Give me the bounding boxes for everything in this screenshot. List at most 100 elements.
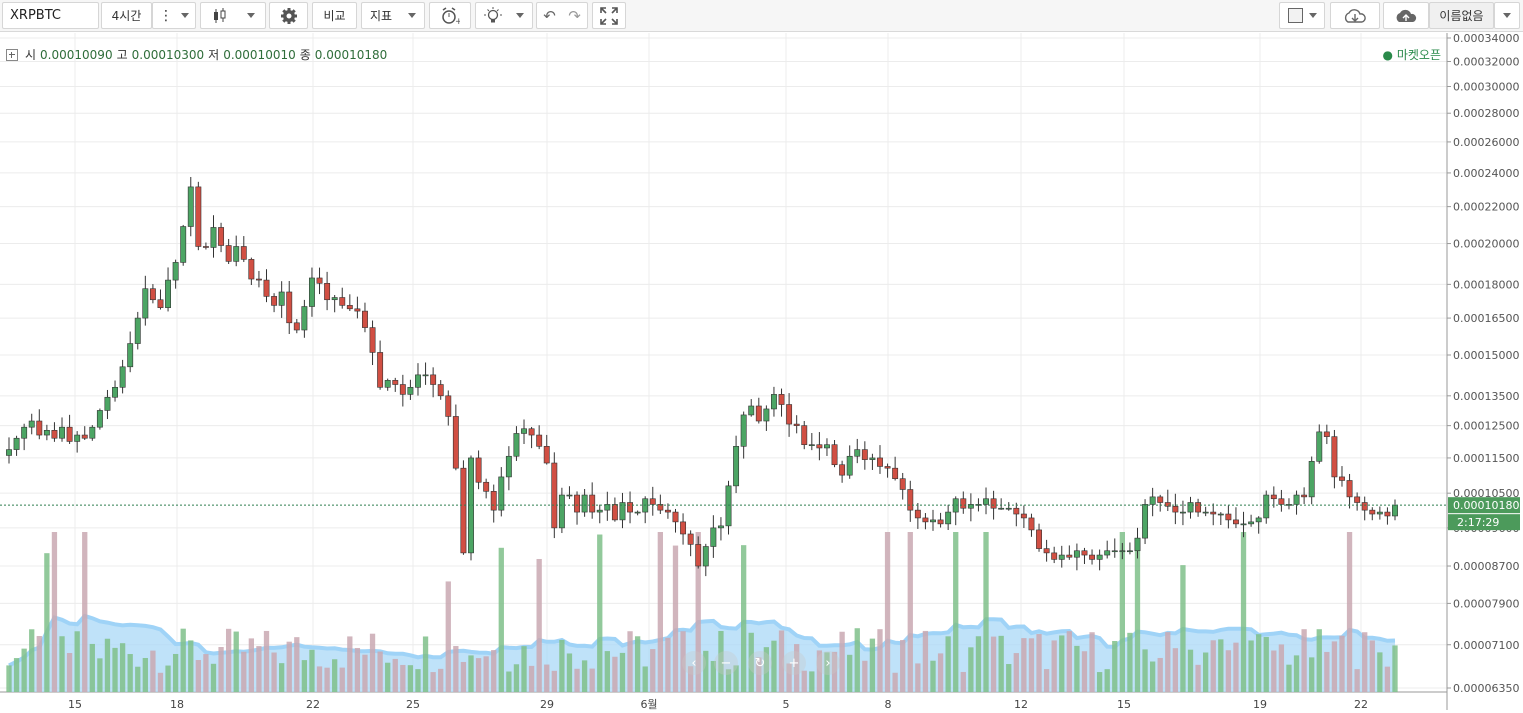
reset-icon[interactable]: ↻ [748, 651, 772, 675]
volume-bar [460, 661, 467, 692]
volume-bar [1134, 542, 1141, 692]
price-chart[interactable]: 0.00034000 0.00032000 0.00030000 0.00028000… [0, 32, 1523, 711]
volume-bar [6, 665, 12, 692]
volume-bar [354, 647, 361, 692]
candle-body [596, 509, 603, 513]
y-tick-label: 0.00008700 [1453, 560, 1519, 573]
toolbar: XRPBTC 4시간 ⋮ 비교 지표 + ↶ ↷ 이름없음 [0, 0, 1523, 32]
candle-body [1248, 521, 1255, 525]
candle-body [824, 444, 830, 449]
volume-bar [756, 657, 762, 692]
chart-type-button[interactable] [200, 2, 266, 29]
volume-layer [6, 532, 1398, 692]
save-button[interactable] [1383, 2, 1429, 29]
load-button[interactable] [1330, 2, 1380, 29]
candle-body [680, 521, 687, 535]
candle-body [172, 262, 179, 281]
current-price-label: 0.00010180 [1453, 499, 1519, 512]
y-tick-label: 0.00026000 [1453, 136, 1519, 149]
chart-name-button[interactable]: 이름없음 [1429, 2, 1494, 29]
candle-body [271, 296, 278, 306]
volume-bar [544, 664, 550, 692]
svg-text:+: + [455, 17, 460, 25]
candle-body [846, 455, 853, 476]
volume-bar [536, 558, 542, 692]
ideas-button[interactable] [475, 2, 533, 29]
candle-body [233, 246, 240, 262]
volume-bar [930, 660, 936, 692]
candle-body [339, 297, 346, 306]
fullscreen-icon [600, 6, 618, 25]
volume-bar [786, 663, 792, 692]
volume-bar [574, 668, 580, 692]
candle-body [672, 511, 679, 523]
volume-bar [1142, 649, 1148, 692]
zoom-in-icon[interactable]: + [782, 651, 806, 675]
indicators-label: 지표 [369, 9, 393, 23]
candle-body [165, 279, 172, 308]
candle-body [1179, 511, 1186, 514]
interval-dropdown[interactable]: ⋮ [152, 2, 196, 29]
candle-body [195, 186, 202, 247]
candle-body [346, 305, 353, 310]
undo-icon[interactable]: ↶ [543, 6, 556, 25]
volume-bar [1384, 666, 1391, 692]
volume-bar [309, 649, 315, 692]
scroll-right-icon[interactable]: › [816, 651, 840, 675]
candle-body [1005, 507, 1012, 510]
y-tick-label: 0.00016500 [1453, 312, 1519, 325]
volume-bar [385, 662, 391, 692]
volume-bar [1127, 632, 1133, 692]
volume-bar [21, 648, 27, 692]
candle-body [740, 414, 747, 447]
volume-bar [1066, 631, 1072, 692]
candle-body [763, 408, 770, 422]
volume-bar [135, 666, 141, 692]
volume-bar [377, 651, 383, 692]
layout-button[interactable] [1279, 2, 1325, 29]
candle-body [914, 509, 921, 519]
fullscreen-button[interactable] [592, 2, 626, 29]
volume-bar [528, 665, 535, 692]
expand-plus-icon[interactable] [6, 48, 18, 61]
candle-body [6, 449, 12, 456]
candle-body [536, 434, 543, 447]
volume-bar [900, 640, 906, 692]
candle-body [695, 544, 702, 567]
volume-bar [218, 646, 224, 692]
candle-body [369, 327, 376, 353]
candle-body [81, 434, 88, 439]
candle-body [1028, 517, 1035, 531]
candle-body [1270, 494, 1277, 500]
scroll-left-icon[interactable]: ‹ [682, 651, 706, 675]
chart-area[interactable]: 0.00034000 0.00032000 0.00030000 0.00028000… [0, 32, 1523, 711]
symbol-input[interactable]: XRPBTC [2, 2, 99, 29]
indicators-button[interactable]: 지표 [361, 2, 425, 29]
candle-body [604, 504, 611, 511]
candle-body [649, 498, 656, 505]
volume-bar [847, 654, 853, 692]
alert-button[interactable]: + [429, 2, 471, 29]
candle-body [1308, 461, 1315, 498]
candle-body [1354, 496, 1361, 503]
settings-button[interactable] [269, 2, 308, 29]
candle-body [1210, 511, 1217, 515]
candle-body [240, 246, 247, 260]
volume-bar [286, 641, 292, 692]
compare-button[interactable]: 비교 [312, 2, 357, 29]
candle-body [725, 485, 732, 527]
volume-bar [369, 633, 376, 692]
redo-icon[interactable]: ↷ [568, 6, 581, 25]
candle-body [899, 478, 906, 490]
candle-body [1392, 504, 1398, 517]
volume-bar [854, 628, 860, 692]
volume-bar [1149, 661, 1156, 692]
chart-name-dropdown[interactable] [1494, 2, 1520, 29]
current-price-badge [1448, 497, 1520, 514]
zoom-out-icon[interactable]: − [714, 651, 738, 675]
candle-body [415, 374, 421, 388]
close-value: 0.00010180 [314, 47, 388, 62]
volume-bar [521, 646, 527, 692]
interval-button[interactable]: 4시간 [101, 2, 152, 29]
volume-bar [324, 667, 330, 692]
